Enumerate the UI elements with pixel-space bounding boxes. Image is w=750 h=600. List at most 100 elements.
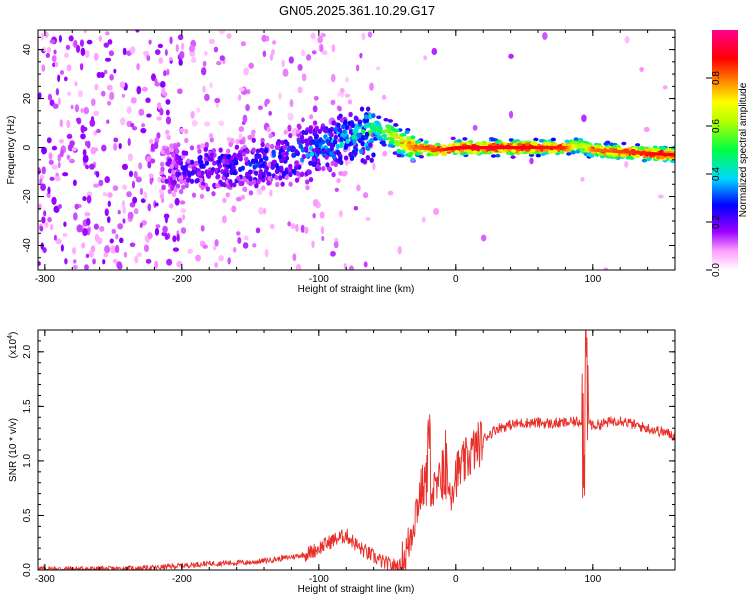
noise-cell <box>158 57 164 64</box>
noise-cell <box>102 259 106 265</box>
band-cell <box>336 177 341 184</box>
band-cell <box>167 158 173 164</box>
band-cell <box>299 134 305 140</box>
noise-cell <box>55 88 60 96</box>
noise-cell <box>204 51 208 56</box>
noise-cell <box>240 41 247 47</box>
noise-cell <box>256 187 263 196</box>
band-cell <box>211 148 217 154</box>
x-tick-label: 0 <box>453 274 459 285</box>
band-cell <box>359 106 365 112</box>
band-cell <box>337 127 343 133</box>
noise-cell <box>42 46 46 52</box>
band-cell <box>573 137 579 141</box>
noise-cell <box>57 161 61 169</box>
band-cell <box>260 137 265 143</box>
band-cell <box>543 148 549 152</box>
band-cell <box>314 147 320 153</box>
band-cell <box>611 153 617 158</box>
noise-cell <box>639 66 644 73</box>
noise-cell <box>42 247 47 254</box>
noise-cell <box>66 64 72 72</box>
noise-cell <box>265 35 270 42</box>
band-cell <box>200 184 205 191</box>
band-cell <box>219 181 224 187</box>
band-cell <box>326 148 331 154</box>
band-cell <box>665 147 672 152</box>
band-cell <box>294 160 299 166</box>
band-cell <box>190 169 196 175</box>
noise-cell <box>269 189 273 197</box>
noise-cell <box>287 112 294 121</box>
band-cell <box>401 132 407 137</box>
noise-cell <box>238 94 242 101</box>
noise-cell <box>226 33 232 39</box>
band-cell <box>191 165 197 171</box>
noise-cell <box>320 226 325 235</box>
noise-cell <box>96 128 101 134</box>
noise-cell <box>44 221 49 228</box>
band-cell <box>294 148 299 155</box>
noise-cell <box>382 150 388 157</box>
noise-cell <box>149 138 154 145</box>
y-tick-label: 0.5 <box>22 508 33 522</box>
band-cell <box>184 128 189 135</box>
spectrogram-y-ticks: -40 -20 0 20 40 <box>22 36 675 271</box>
noise-cell <box>74 104 80 113</box>
noise-cell <box>156 132 161 139</box>
band-cell <box>234 160 239 166</box>
noise-cell <box>337 92 341 97</box>
band-cell <box>295 170 301 177</box>
noise-cell <box>262 50 267 58</box>
band-cell <box>171 169 176 175</box>
noise-cell <box>112 185 119 191</box>
noise-cell <box>177 217 183 224</box>
band-cell <box>318 137 323 143</box>
band-cell <box>333 139 338 145</box>
band-cell <box>175 148 180 154</box>
noise-cell <box>129 46 136 54</box>
band-cell <box>253 170 259 176</box>
band-cell <box>260 147 265 153</box>
noise-cell <box>156 116 162 121</box>
band-cell <box>286 146 291 152</box>
band-cell <box>550 137 557 142</box>
band-cell <box>495 140 501 144</box>
noise-cell <box>214 239 219 247</box>
band-cell <box>487 150 493 155</box>
noise-cell <box>662 85 668 90</box>
band-cell <box>348 111 353 118</box>
band-cell <box>517 142 523 147</box>
snr-x-ticks: -300 -200 -100 0 100 <box>35 330 676 585</box>
band-cell <box>228 179 233 185</box>
band-cell <box>347 120 352 126</box>
noise-cell <box>41 64 46 72</box>
noise-cell <box>94 233 100 242</box>
noise-cell <box>300 224 305 233</box>
noise-cell <box>57 74 61 82</box>
band-cell <box>435 142 441 147</box>
band-cell <box>635 154 641 159</box>
band-cell <box>354 116 359 122</box>
noise-cell <box>119 81 126 89</box>
noise-cell <box>38 92 42 100</box>
band-cell <box>266 180 271 186</box>
noise-cell <box>179 51 185 59</box>
noise-cell <box>74 81 78 87</box>
band-cell <box>396 148 402 153</box>
noise-cell <box>301 117 305 123</box>
band-cell <box>345 138 350 144</box>
noise-cell <box>261 34 267 43</box>
noise-cell <box>139 187 144 196</box>
noise-cell <box>127 211 134 220</box>
noise-cell <box>295 224 299 232</box>
band-cell <box>211 191 216 197</box>
noise-cell <box>215 103 219 108</box>
band-cell <box>169 147 174 153</box>
noise-cell <box>40 32 45 41</box>
noise-cell <box>154 82 161 87</box>
band-cell <box>327 128 333 134</box>
noise-cell <box>104 69 108 75</box>
noise-cell <box>624 161 629 168</box>
